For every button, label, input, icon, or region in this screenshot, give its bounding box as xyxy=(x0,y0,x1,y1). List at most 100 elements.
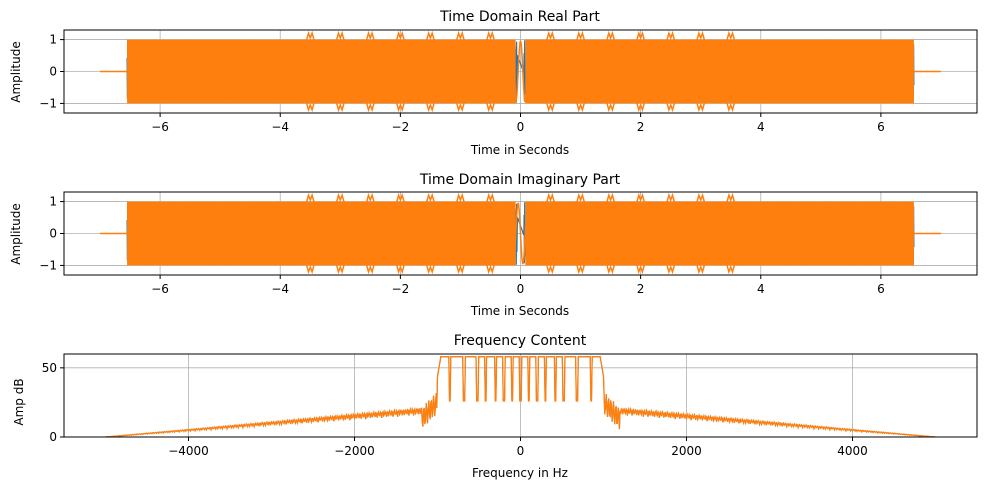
orange-peak xyxy=(636,264,645,275)
orange-peak xyxy=(335,264,345,275)
real-part-plot: Time Domain Real Part Time in Seconds Am… xyxy=(9,9,978,157)
plot-area xyxy=(105,356,936,437)
orange-peak xyxy=(726,264,736,275)
orange-peak xyxy=(636,30,645,41)
x-tick-label: −4000 xyxy=(168,444,209,458)
orange-peak xyxy=(546,192,555,203)
orange-peak xyxy=(486,264,495,275)
orange-peak xyxy=(365,192,375,203)
orange-peak xyxy=(606,264,615,275)
frequency-xlabel: Frequency in Hz xyxy=(472,466,568,480)
orange-series-line xyxy=(513,40,528,103)
orange-peak xyxy=(396,264,405,275)
x-tick-label: 0 xyxy=(517,120,525,134)
orange-peak xyxy=(305,192,315,203)
orange-peak xyxy=(546,102,555,113)
orange-peak xyxy=(426,102,435,113)
x-tick-label: 2 xyxy=(637,282,645,296)
x-tick-label: 0 xyxy=(517,282,525,296)
x-tick-label: 6 xyxy=(877,120,885,134)
orange-peak xyxy=(576,30,585,41)
orange-peak xyxy=(305,30,315,41)
orange-peak xyxy=(426,30,435,41)
orange-peak xyxy=(696,192,706,203)
y-tick-label: 0 xyxy=(49,430,57,444)
orange-peak xyxy=(456,264,465,275)
orange-peak xyxy=(305,102,315,113)
orange-series-band xyxy=(525,201,914,266)
imaginary-part-plot: Time Domain Imaginary Part Time in Secon… xyxy=(9,172,978,318)
x-tick-label: −4 xyxy=(271,282,289,296)
frequency-content-plot: Frequency Content Frequency in Hz Amp dB… xyxy=(12,333,978,480)
imaginary-part-ylabel: Amplitude xyxy=(9,203,23,265)
x-tick-label: −6 xyxy=(151,282,169,296)
orange-peak xyxy=(696,264,706,275)
orange-peak xyxy=(456,102,465,113)
x-tick-label: −4 xyxy=(271,120,289,134)
real-part-ylabel: Amplitude xyxy=(9,41,23,103)
orange-peak xyxy=(726,30,736,41)
orange-peak xyxy=(335,30,345,41)
orange-peak xyxy=(546,264,555,275)
x-tick-label: 4 xyxy=(757,282,765,296)
x-tick-label: 4 xyxy=(757,120,765,134)
y-tick-label: −1 xyxy=(39,258,57,272)
y-tick-label: 0 xyxy=(49,227,57,241)
orange-peak xyxy=(365,102,375,113)
orange-peak xyxy=(666,192,676,203)
y-tick-label: 0 xyxy=(49,65,57,79)
x-tick-label: 2 xyxy=(637,120,645,134)
real-part-title: Time Domain Real Part xyxy=(439,9,600,25)
orange-series-line xyxy=(513,202,528,265)
orange-series-band xyxy=(525,39,914,104)
orange-peak xyxy=(696,102,706,113)
orange-peak xyxy=(396,102,405,113)
orange-peak xyxy=(486,30,495,41)
orange-peak xyxy=(426,264,435,275)
orange-peak xyxy=(335,102,345,113)
orange-peak xyxy=(486,102,495,113)
x-tick-label: −2000 xyxy=(334,444,375,458)
x-tick-label: −2 xyxy=(392,120,410,134)
plot-area xyxy=(100,30,941,113)
x-tick-label: −6 xyxy=(151,120,169,134)
orange-peak xyxy=(546,30,555,41)
orange-peak xyxy=(636,102,645,113)
x-tick-label: 4000 xyxy=(837,444,868,458)
real-part-xlabel: Time in Seconds xyxy=(470,143,569,157)
y-tick-label: 1 xyxy=(49,195,57,209)
orange-peak xyxy=(365,264,375,275)
y-tick-label: 1 xyxy=(49,33,57,47)
orange-peak xyxy=(576,192,585,203)
orange-peak xyxy=(396,192,405,203)
orange-peak xyxy=(726,102,736,113)
orange-peak xyxy=(666,264,676,275)
orange-peak xyxy=(666,30,676,41)
orange-peak xyxy=(396,30,405,41)
imaginary-part-xlabel: Time in Seconds xyxy=(470,304,569,318)
orange-peak xyxy=(606,192,615,203)
orange-peak xyxy=(456,30,465,41)
orange-peak xyxy=(606,30,615,41)
frequency-ylabel: Amp dB xyxy=(12,378,26,425)
x-tick-label: −2 xyxy=(392,282,410,296)
orange-series-band xyxy=(127,201,516,266)
orange-peak xyxy=(576,264,585,275)
orange-peak xyxy=(606,102,615,113)
orange-peak xyxy=(696,30,706,41)
y-tick-label: −1 xyxy=(39,96,57,110)
orange-peak xyxy=(365,30,375,41)
plot-area xyxy=(100,192,941,275)
orange-peak xyxy=(426,192,435,203)
x-tick-label: 2000 xyxy=(671,444,702,458)
orange-peak xyxy=(666,102,676,113)
x-tick-label: 0 xyxy=(517,444,525,458)
frequency-title: Frequency Content xyxy=(454,333,587,349)
orange-peak xyxy=(636,192,645,203)
orange-peak xyxy=(335,192,345,203)
orange-peak xyxy=(726,192,736,203)
x-tick-label: 6 xyxy=(877,282,885,296)
orange-spectrum-line xyxy=(105,356,936,437)
orange-peak xyxy=(456,192,465,203)
